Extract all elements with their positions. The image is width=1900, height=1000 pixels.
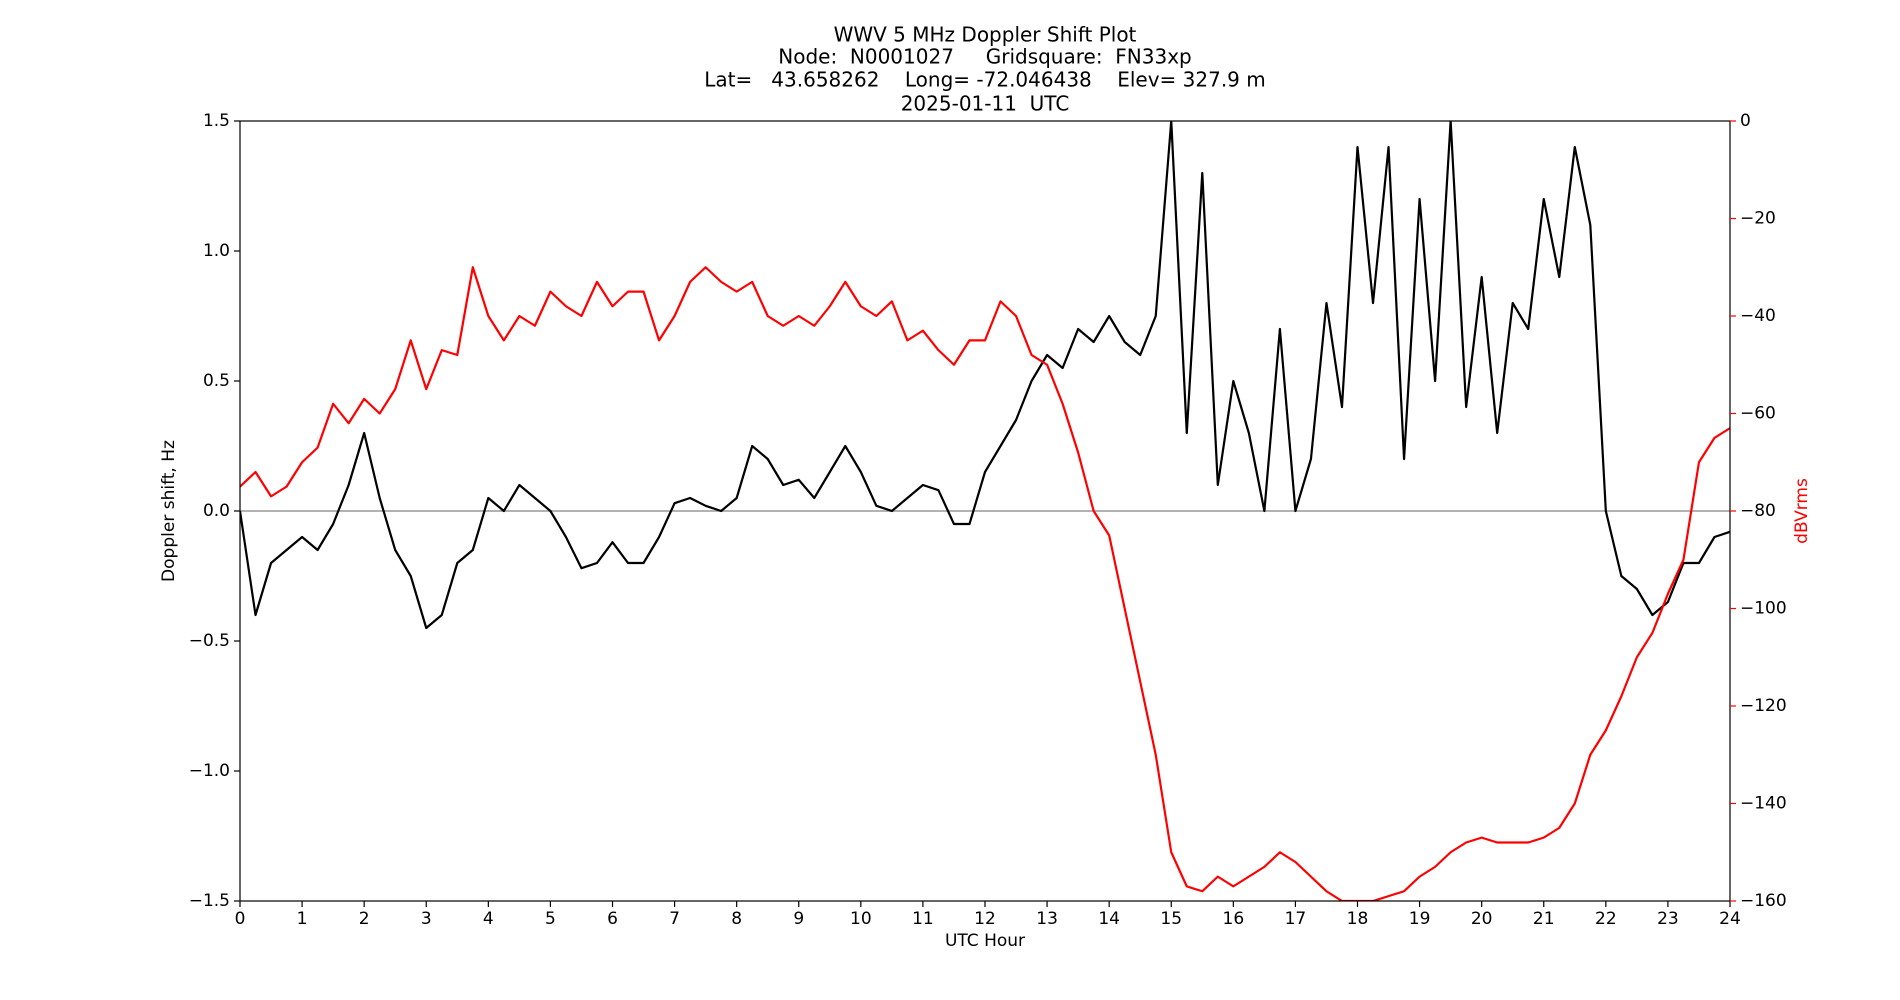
y-tick-label: −1.0 (189, 761, 230, 781)
x-tick-label: 9 (793, 909, 804, 929)
y2-tick-label: −140 (1740, 794, 1787, 814)
x-tick-label: 0 (235, 909, 246, 929)
chart-subtitle: 2025-01-11 UTC (901, 92, 1070, 116)
y2-tick-label: −20 (1740, 209, 1776, 229)
x-tick-label: 19 (1409, 909, 1431, 929)
y-tick-label: 1.5 (203, 111, 230, 131)
x-tick-label: 3 (421, 909, 432, 929)
x-tick-label: 18 (1347, 909, 1369, 929)
x-tick-label: 7 (669, 909, 680, 929)
y2-axis-label: dBVrms (1792, 478, 1812, 544)
x-tick-label: 17 (1285, 909, 1307, 929)
x-axis-label: UTC Hour (945, 931, 1025, 951)
x-tick-label: 21 (1533, 909, 1555, 929)
data-line (240, 266, 1730, 901)
x-tick-label: 23 (1657, 909, 1679, 929)
chart-title: WWV 5 MHz Doppler Shift Plot (834, 23, 1137, 47)
x-tick-label: 14 (1098, 909, 1120, 929)
x-tick-label: 15 (1160, 909, 1182, 929)
x-tick-label: 22 (1595, 909, 1617, 929)
x-tick-label: 1 (297, 909, 308, 929)
y-tick-label: 0.5 (203, 371, 230, 391)
chart-subtitle: Node: N0001027 Gridsquare: FN33xp (778, 45, 1191, 69)
y-tick-label: −1.5 (189, 891, 230, 911)
x-tick-label: 2 (359, 909, 370, 929)
x-tick-label: 16 (1223, 909, 1245, 929)
y2-tick-label: −100 (1740, 599, 1787, 619)
x-tick-label: 20 (1471, 909, 1493, 929)
x-tick-label: 24 (1719, 909, 1741, 929)
x-tick-label: 8 (731, 909, 742, 929)
chart-subtitle: Lat= 43.658262 Long= -72.046438 Elev= 32… (704, 68, 1266, 92)
y2-tick-label: −160 (1740, 891, 1787, 911)
y-tick-label: 1.0 (203, 241, 230, 261)
y2-tick-label: −120 (1740, 696, 1787, 716)
x-tick-label: 5 (545, 909, 556, 929)
x-tick-label: 13 (1036, 909, 1058, 929)
y2-tick-label: −80 (1740, 501, 1776, 521)
y-axis-label: Doppler shift, Hz (159, 440, 179, 582)
y-tick-label: 0.0 (203, 501, 230, 521)
x-tick-label: 6 (607, 909, 618, 929)
y2-tick-label: 0 (1740, 111, 1751, 131)
x-tick-label: 10 (850, 909, 872, 929)
x-tick-label: 4 (483, 909, 494, 929)
data-line (240, 121, 1730, 630)
x-tick-label: 11 (912, 909, 934, 929)
y2-tick-label: −60 (1740, 404, 1776, 424)
y2-tick-label: −40 (1740, 306, 1776, 326)
x-tick-label: 12 (974, 909, 996, 929)
y-tick-label: −0.5 (189, 631, 230, 651)
